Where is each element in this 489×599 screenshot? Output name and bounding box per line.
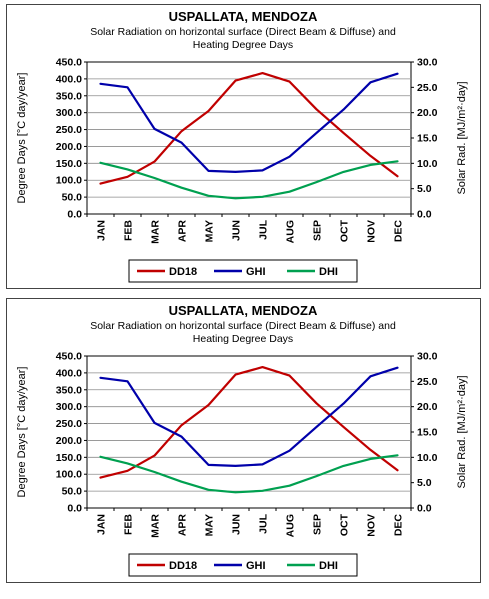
chart-svg-top: USPALLATA, MENDOZA Solar Radiation on hor… xyxy=(16,9,468,283)
chart-subtitle-line: Solar Radiation on horizontal surface (D… xyxy=(90,320,396,332)
right-tick-label: 5.0 xyxy=(417,477,432,489)
x-tick-label: APR xyxy=(177,514,189,537)
y-axis-title: Degree Days [°C day/year] xyxy=(16,367,28,498)
x-tick-label: JAN xyxy=(96,220,108,241)
chart-title: USPALLATA, MENDOZA xyxy=(169,9,318,24)
left-tick-label: 100.0 xyxy=(56,175,82,187)
x-tick-label: NOV xyxy=(366,220,378,243)
legend-label-dhi: DHI xyxy=(319,266,338,278)
chart-subtitle-line: Heating Degree Days xyxy=(193,333,293,345)
right-tick-label: 25.0 xyxy=(417,376,438,388)
left-tick-label: 50.0 xyxy=(62,486,83,498)
x-tick-label: OCT xyxy=(339,513,351,536)
x-tick-label: JUN xyxy=(231,514,243,535)
x-tick-label: MAY xyxy=(204,220,216,242)
legend-label-dhi: DHI xyxy=(319,560,338,572)
left-tick-label: 100.0 xyxy=(56,469,82,481)
x-tick-label: APR xyxy=(177,220,189,243)
plot-area xyxy=(86,355,412,509)
left-tick-label: 400.0 xyxy=(56,367,82,379)
x-tick-label: MAR xyxy=(150,220,162,244)
left-tick-label: 450.0 xyxy=(56,57,82,69)
right-tick-label: 0.0 xyxy=(417,209,432,221)
legend-label-ghi: GHI xyxy=(246,266,266,278)
x-tick-label: OCT xyxy=(339,219,351,242)
legend-box xyxy=(128,553,358,577)
left-tick-label: 400.0 xyxy=(56,73,82,85)
x-tick-label: JUL xyxy=(258,513,270,533)
chart-svg-bottom: USPALLATA, MENDOZA Solar Radiation on hor… xyxy=(16,303,468,577)
left-tick-label: 0.0 xyxy=(67,209,82,221)
x-tick-label: NOV xyxy=(366,514,378,537)
y-axis-title: Degree Days [°C day/year] xyxy=(16,73,28,204)
legend-label-ghi: GHI xyxy=(246,560,266,572)
series-line-dhi xyxy=(99,160,399,200)
x-tick-label: AUG xyxy=(285,220,297,243)
left-tick-label: 50.0 xyxy=(62,192,83,204)
left-tick-label: 350.0 xyxy=(56,90,82,102)
left-tick-label: 150.0 xyxy=(56,452,82,464)
left-tick-label: 350.0 xyxy=(56,384,82,396)
x-tick-label: MAY xyxy=(204,514,216,536)
right-tick-label: 10.0 xyxy=(417,452,438,464)
left-tick-label: 200.0 xyxy=(56,141,82,153)
left-tick-label: 0.0 xyxy=(67,503,82,515)
x-tick-label: FEB xyxy=(123,514,135,535)
left-tick-label: 250.0 xyxy=(56,124,82,136)
left-tick-label: 150.0 xyxy=(56,158,82,170)
right-tick-label: 25.0 xyxy=(417,82,438,94)
right-tick-label: 5.0 xyxy=(417,183,432,195)
series-line-dhi xyxy=(99,454,399,494)
x-tick-label: DEC xyxy=(393,220,405,243)
series-line-ghi xyxy=(99,72,399,173)
left-tick-label: 300.0 xyxy=(56,107,82,119)
left-tick-label: 300.0 xyxy=(56,401,82,413)
x-tick-label: JAN xyxy=(96,514,108,535)
y2-axis-title: Solar Rad. [MJ/m²·day] xyxy=(456,81,468,194)
x-tick-label: AUG xyxy=(285,514,297,537)
right-tick-label: 30.0 xyxy=(417,57,438,69)
left-tick-label: 200.0 xyxy=(56,435,82,447)
right-tick-label: 20.0 xyxy=(417,401,438,413)
chart-panel-bottom: USPALLATA, MENDOZA Solar Radiation on hor… xyxy=(6,298,481,583)
chart-subtitle-line: Heating Degree Days xyxy=(193,39,293,51)
series-line-ghi xyxy=(99,366,399,467)
y2-axis-title: Solar Rad. [MJ/m²·day] xyxy=(456,375,468,488)
right-tick-label: 20.0 xyxy=(417,107,438,119)
x-tick-label: FEB xyxy=(123,220,135,241)
x-tick-label: SEP xyxy=(312,220,324,241)
x-tick-label: JUN xyxy=(231,220,243,241)
chart-title: USPALLATA, MENDOZA xyxy=(169,303,318,318)
plot-area xyxy=(86,61,412,215)
right-tick-label: 30.0 xyxy=(417,351,438,363)
x-tick-label: DEC xyxy=(393,514,405,537)
right-tick-label: 15.0 xyxy=(417,133,438,145)
right-tick-label: 15.0 xyxy=(417,427,438,439)
left-tick-label: 450.0 xyxy=(56,351,82,363)
series-line-dd18 xyxy=(99,71,399,185)
chart-subtitle-line: Solar Radiation on horizontal surface (D… xyxy=(90,26,396,38)
legend-label-dd18: DD18 xyxy=(169,560,197,572)
legend-box xyxy=(128,259,358,283)
x-tick-label: SEP xyxy=(312,514,324,535)
chart-panel-top: USPALLATA, MENDOZA Solar Radiation on hor… xyxy=(6,4,481,289)
left-tick-label: 250.0 xyxy=(56,418,82,430)
series-line-dd18 xyxy=(99,365,399,479)
x-tick-label: JUL xyxy=(258,219,270,239)
right-tick-label: 0.0 xyxy=(417,503,432,515)
legend-label-dd18: DD18 xyxy=(169,266,197,278)
x-tick-label: MAR xyxy=(150,514,162,538)
right-tick-label: 10.0 xyxy=(417,158,438,170)
